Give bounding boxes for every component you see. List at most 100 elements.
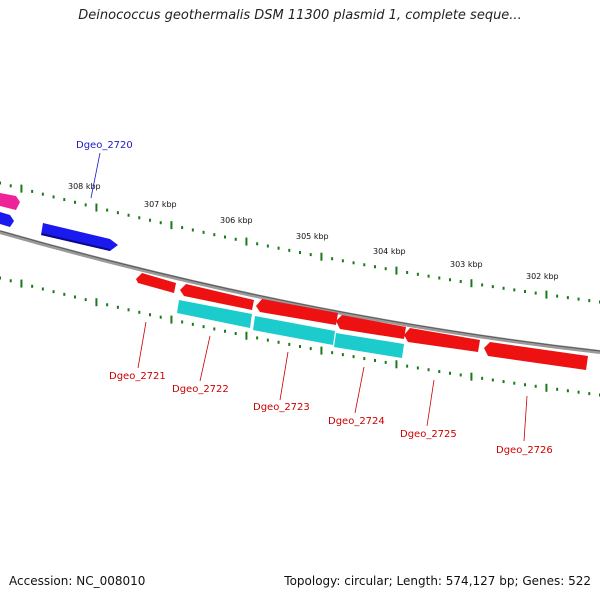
minor-tick <box>513 381 516 385</box>
minor-tick <box>438 370 441 374</box>
minor-tick <box>149 313 151 317</box>
minor-tick <box>41 192 44 196</box>
minor-tick <box>288 342 291 346</box>
minor-tick <box>416 272 419 276</box>
leader-dgeo-2720 <box>90 152 101 199</box>
backbone-arc-highlight <box>0 230 600 352</box>
minor-tick <box>0 181 1 185</box>
gene-dgeo-2722[interactable] <box>180 284 254 310</box>
gene-label-dgeo-2726[interactable]: Dgeo_2726 <box>496 445 553 456</box>
major-tick <box>395 360 398 369</box>
minor-tick <box>577 390 580 394</box>
minor-tick <box>202 230 205 234</box>
minor-tick <box>31 284 34 288</box>
major-tick <box>245 331 248 340</box>
leader-dgeo-2726 <box>523 395 528 442</box>
minor-tick <box>127 213 130 217</box>
minor-tick <box>202 325 205 329</box>
gene-label-dgeo-2721[interactable]: Dgeo_2721 <box>109 371 166 382</box>
minor-tick <box>191 322 194 326</box>
minor-tick <box>588 299 591 303</box>
major-tick <box>20 279 23 288</box>
kbp-label: 304 kbp <box>373 247 406 256</box>
minor-tick <box>588 392 591 396</box>
leader-dgeo-2725 <box>426 379 435 427</box>
kbp-label: 302 kbp <box>526 272 559 281</box>
minor-tick <box>299 251 301 254</box>
gene-cyan-3[interactable] <box>334 333 404 358</box>
minor-tick <box>213 233 216 237</box>
minor-tick <box>106 303 109 307</box>
minor-tick <box>513 288 516 292</box>
gene-dgeo-2724[interactable] <box>336 315 406 339</box>
minor-tick <box>309 347 312 351</box>
minor-tick <box>52 290 55 294</box>
minor-tick <box>556 294 559 298</box>
major-tick <box>245 237 248 246</box>
minor-tick <box>31 189 34 193</box>
minor-tick <box>577 297 580 301</box>
minor-tick <box>138 310 141 314</box>
minor-tick <box>438 276 441 280</box>
minor-tick <box>224 235 226 239</box>
minor-tick <box>341 353 344 357</box>
major-tick <box>170 221 173 230</box>
gene-dgeo-2725[interactable] <box>404 328 480 352</box>
minor-tick <box>524 383 526 387</box>
minor-tick <box>491 285 494 289</box>
major-tick <box>95 203 98 212</box>
gene-label-dgeo-2720[interactable]: Dgeo_2720 <box>76 140 133 151</box>
minor-tick <box>106 208 109 212</box>
upper-tick-track <box>0 181 600 304</box>
minor-tick <box>266 244 269 248</box>
minor-tick <box>159 315 162 319</box>
minor-tick <box>266 338 269 342</box>
leader-dgeo-2722 <box>199 335 211 382</box>
gene-dgeo-2723[interactable] <box>256 299 338 325</box>
minor-tick <box>384 360 387 364</box>
gene-label-dgeo-2725[interactable]: Dgeo_2725 <box>400 429 457 440</box>
minor-tick <box>181 320 184 324</box>
lower-tick-track <box>0 276 600 397</box>
gene-dgeo-2726[interactable] <box>484 342 588 370</box>
kbp-label: 307 kbp <box>144 200 177 209</box>
minor-tick <box>116 211 119 215</box>
major-tick <box>545 290 548 299</box>
major-tick <box>320 346 323 355</box>
gene-cyan-1[interactable] <box>177 300 252 328</box>
kbp-label: 303 kbp <box>450 260 483 269</box>
gene-label-dgeo-2724[interactable]: Dgeo_2724 <box>328 416 385 427</box>
minor-tick <box>481 283 484 287</box>
minor-tick <box>299 345 301 348</box>
minor-tick <box>331 257 334 261</box>
gene-dgeo-2720[interactable] <box>41 223 118 251</box>
accession-label: Accession: NC_008010 <box>9 574 146 588</box>
gene-cyan-2[interactable] <box>253 316 335 345</box>
minor-tick <box>277 246 280 250</box>
minor-tick <box>384 267 387 271</box>
gene-dgeo-2721[interactable] <box>136 273 176 293</box>
leader-dgeo-2724 <box>354 366 365 414</box>
minor-tick <box>224 329 226 333</box>
gene-partial-pink[interactable] <box>0 193 20 210</box>
minor-tick <box>374 265 376 269</box>
minor-tick <box>459 280 462 284</box>
minor-tick <box>0 276 1 280</box>
gene-label-dgeo-2722[interactable]: Dgeo_2722 <box>172 384 229 395</box>
gene-label-dgeo-2723[interactable]: Dgeo_2723 <box>253 402 310 413</box>
major-tick <box>470 372 473 381</box>
minor-tick <box>524 290 526 293</box>
minor-tick <box>9 184 12 188</box>
minor-tick <box>427 368 430 372</box>
minor-tick <box>406 270 409 274</box>
minor-tick <box>277 340 280 344</box>
gene-partial-blue[interactable] <box>0 212 14 227</box>
minor-tick <box>127 308 130 312</box>
kbp-label: 305 kbp <box>296 232 329 241</box>
minor-tick <box>534 384 537 388</box>
minor-tick <box>9 279 12 283</box>
minor-tick <box>63 292 66 296</box>
minor-tick <box>502 380 505 384</box>
minor-tick <box>459 373 462 377</box>
minor-tick <box>352 261 355 265</box>
